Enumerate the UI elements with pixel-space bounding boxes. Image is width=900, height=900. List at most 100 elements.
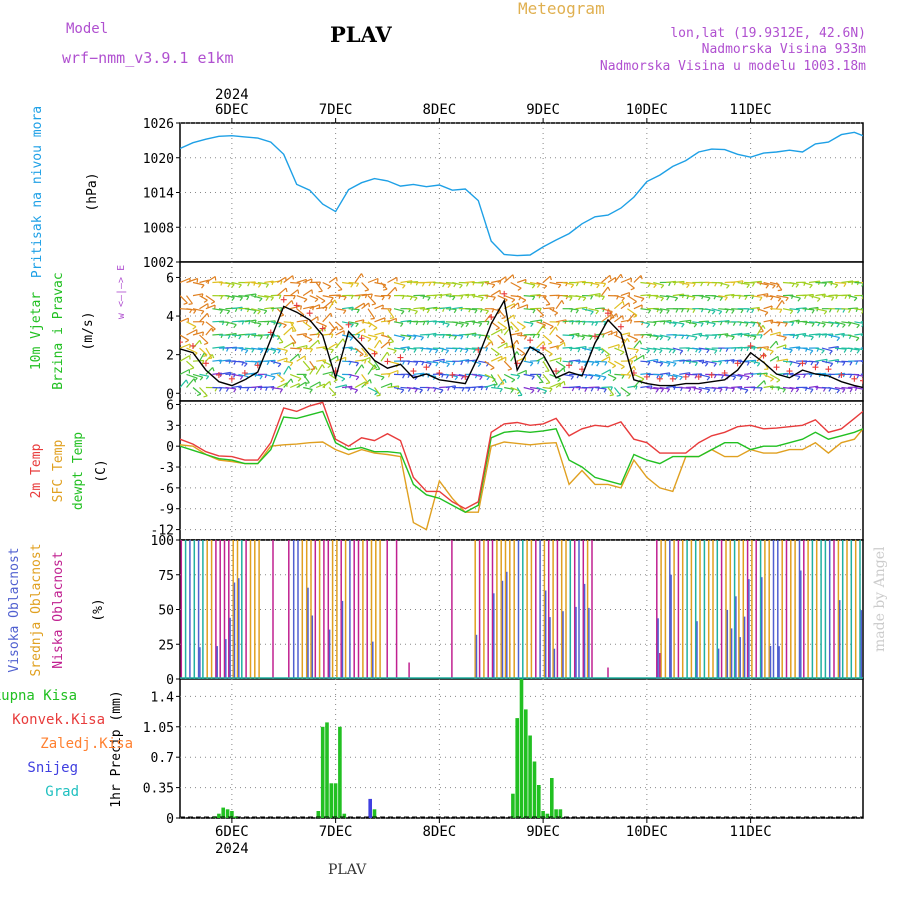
wind-barb-tick [557, 284, 562, 289]
wind-barb [627, 347, 639, 351]
wind-barb-tick [393, 350, 397, 354]
wind-barb [322, 333, 333, 336]
wind-barb [562, 346, 573, 349]
wind-barb [406, 334, 417, 337]
wind-barb-tick [640, 298, 645, 302]
wind-barb-tick [655, 388, 659, 393]
wind-barb-tick [869, 322, 871, 326]
wind-barb [367, 277, 379, 284]
wind-barb [841, 360, 852, 363]
wind-barb-tick [220, 295, 224, 300]
wind-barb [808, 360, 819, 363]
wind-barb-tick [300, 305, 302, 310]
wind-barb [270, 321, 282, 325]
wind-barb [302, 321, 312, 329]
wind-barb [361, 282, 370, 291]
wind-barb-tick [842, 388, 846, 393]
wind-barb-tick [318, 290, 323, 293]
wind-barb [659, 295, 670, 298]
wind-barb-tick [211, 327, 214, 332]
wind-barb-tick [554, 312, 559, 316]
wind-barb-tick [360, 273, 364, 278]
wind-barb [705, 321, 716, 325]
wind-barb [478, 294, 489, 297]
wind-barb-tick [666, 296, 670, 301]
gust-mark [514, 360, 521, 367]
wind-barb [290, 281, 301, 284]
wind-barb-tick [292, 275, 294, 280]
wind-barb-tick [590, 387, 594, 392]
wind-barb [653, 295, 664, 299]
wind-barb-tick [622, 301, 625, 306]
wind-barb-tick [453, 335, 457, 340]
wind-barb [205, 353, 213, 362]
wind-barb [186, 373, 198, 379]
wind-barb [199, 373, 209, 377]
wind-barb-tick [214, 387, 218, 392]
wind-barb [380, 282, 388, 290]
wind-barb-tick [548, 353, 553, 357]
wind-barb [426, 360, 439, 364]
wind-barb-tick [373, 364, 378, 369]
wind-barb [685, 321, 697, 325]
wind-barb [192, 293, 204, 297]
wind-barb [854, 373, 863, 377]
wind-barb-tick [219, 309, 223, 314]
wind-barb [607, 387, 615, 396]
wind-barb-tick [374, 336, 378, 341]
wind-barb [666, 295, 678, 299]
x-tick-label-bottom: 10DEC [626, 824, 668, 840]
wind-barb-tick [303, 298, 308, 303]
wind-barb-tick [536, 284, 541, 288]
wind-barb [503, 295, 516, 301]
wind-barb-tick [692, 308, 696, 313]
wind-barb [199, 303, 209, 310]
wind-barb-tick [718, 361, 723, 366]
y-tick-label-temperature: -9 [158, 503, 174, 518]
y-tick-label-precip: 0 [166, 812, 174, 827]
wind-barb-tick [764, 311, 769, 316]
wind-barb-tick [284, 350, 288, 354]
wind-barb [808, 385, 818, 389]
precip-bar [558, 809, 563, 818]
wind-barb-tick [843, 282, 847, 288]
wind-barb-tick [659, 336, 664, 341]
wind-barb [672, 347, 683, 352]
wind-barb-tick [856, 324, 860, 329]
wind-barb-tick [707, 297, 711, 302]
wind-barb [834, 360, 845, 363]
wind-barb-tick [371, 367, 377, 371]
wind-barb [562, 295, 573, 298]
wind-barb [465, 293, 475, 297]
wind-barb-tick [810, 336, 814, 341]
wind-barb-tick [603, 388, 607, 393]
wind-barb [231, 385, 242, 389]
wind-barb [205, 295, 216, 303]
wind-barb [744, 334, 757, 338]
wind-barb-tick [193, 377, 198, 382]
wind-barb-tick [487, 341, 493, 344]
wind-barb-tick [354, 389, 359, 394]
wind-barb [815, 321, 826, 325]
wind-barb [296, 278, 307, 284]
wind-barb [555, 360, 566, 368]
gust-mark [591, 333, 598, 340]
wind-barb [192, 281, 205, 286]
wind-barb [439, 281, 451, 286]
wind-barb [328, 342, 338, 349]
wind-barb-tick [210, 301, 215, 305]
wind-barb [393, 386, 404, 391]
wind-unit-label: (m/s) [81, 311, 96, 350]
gust-mark [180, 339, 183, 346]
temp-axis-label-2m: 2m Temp [29, 443, 44, 498]
wind-barb [523, 373, 535, 377]
wind-barb [633, 295, 645, 300]
wind-barb [361, 356, 371, 362]
pressure-axis-label: Pritisak na nivou mora [30, 106, 45, 278]
wind-barb [542, 321, 554, 328]
wind-barb [536, 386, 547, 392]
wind-barb [439, 293, 452, 297]
wind-barb-tick [414, 388, 418, 393]
wind-barb [354, 302, 365, 310]
wind-barb [620, 373, 631, 376]
